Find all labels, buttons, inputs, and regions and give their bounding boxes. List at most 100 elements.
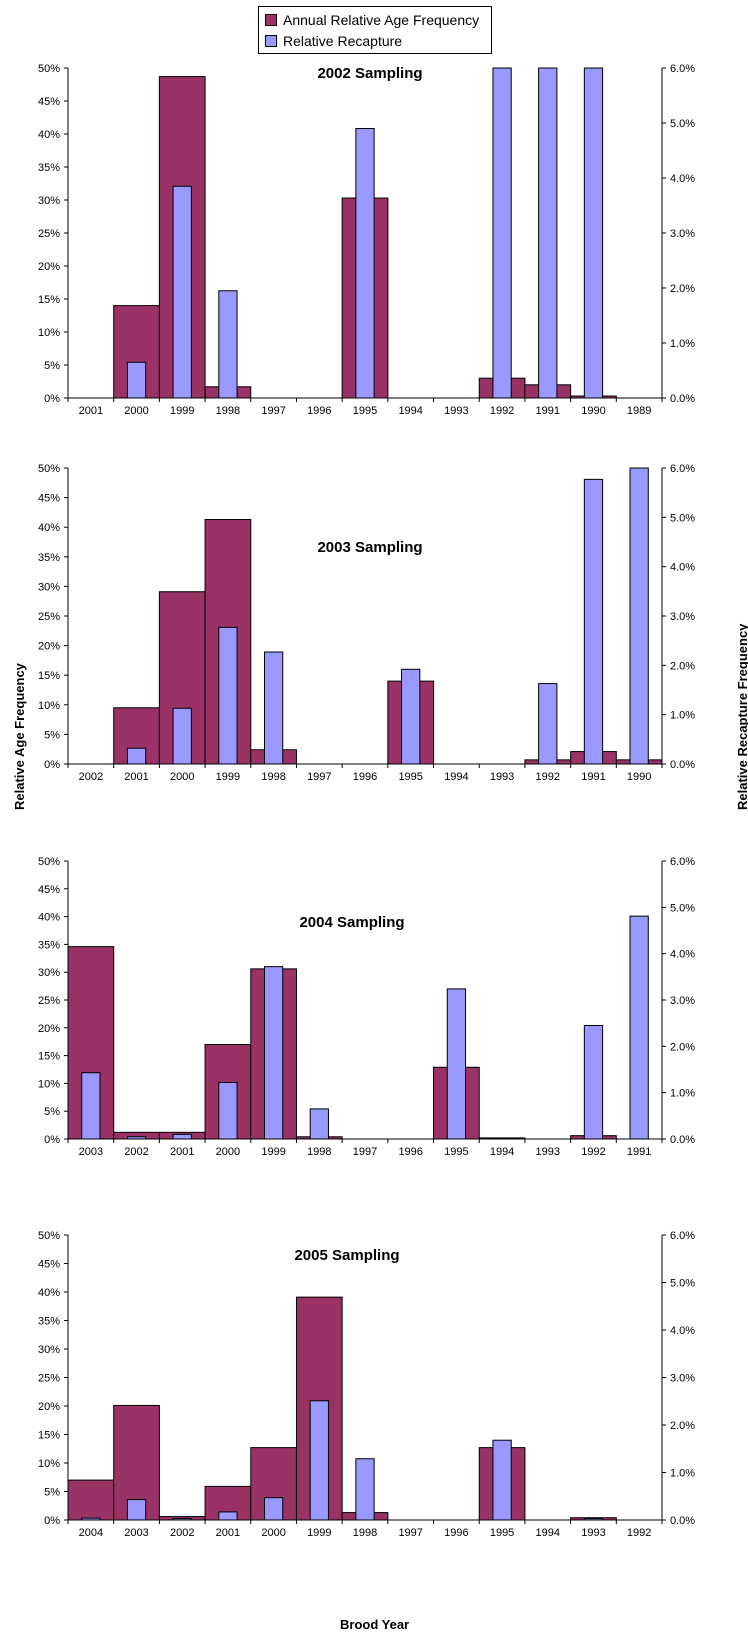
chart-4: 0% 5% 10% 15% 20% 25% 30% 35% 40% 45% 50% 0.0% 1.0% 2… bbox=[38, 1230, 695, 1539]
chart-1: 0% 5% 10% 15% 20% 25% 30% 35% 40% 45% 50% 0.0% 1.0% 2… bbox=[38, 63, 695, 417]
x-tick-label: 1994 bbox=[536, 1527, 560, 1539]
legend-swatch-recapture bbox=[265, 35, 277, 47]
x-axis-title: Brood Year bbox=[340, 1617, 410, 1632]
recapture-bar bbox=[263, 651, 284, 765]
right-tick-label: 5.0% bbox=[670, 1278, 695, 1290]
right-tick-label: 5.0% bbox=[670, 902, 695, 914]
left-tick-label: 15% bbox=[38, 294, 60, 306]
left-tick-label: 50% bbox=[38, 463, 60, 475]
right-tick-label: 0.0% bbox=[670, 1134, 695, 1146]
chart-2: 0% 5% 10% 15% 20% 25% 30% 35% 40% 45% 50% 0.0% 1.0% 2… bbox=[38, 463, 695, 783]
left-tick-label: 40% bbox=[38, 129, 60, 141]
x-tick-label: 1997 bbox=[353, 1146, 377, 1158]
left-tick-label: 25% bbox=[38, 228, 60, 240]
x-tick-label: 1990 bbox=[581, 405, 605, 417]
legend-item-recapture: Relative Recapture bbox=[265, 32, 402, 50]
right-tick-label: 2.0% bbox=[670, 283, 695, 295]
recapture-bar bbox=[492, 1439, 512, 1521]
x-tick-label: 1997 bbox=[261, 405, 285, 417]
x-tick-label: 1999 bbox=[170, 405, 194, 417]
chart-title: 2002 Sampling bbox=[317, 65, 422, 82]
recapture-bar bbox=[218, 290, 238, 399]
x-tick-label: 1999 bbox=[216, 771, 240, 783]
left-tick-label: 10% bbox=[38, 327, 60, 339]
x-tick-label: 1992 bbox=[536, 771, 560, 783]
x-tick-label: 1996 bbox=[307, 405, 331, 417]
right-tick-label: 2.0% bbox=[670, 1420, 695, 1432]
right-tick-label: 6.0% bbox=[670, 856, 695, 868]
right-tick-label: 1.0% bbox=[670, 338, 695, 350]
x-tick-label: 1989 bbox=[627, 405, 651, 417]
right-tick-label: 3.0% bbox=[670, 1373, 695, 1385]
recapture-bar bbox=[172, 1133, 192, 1140]
x-tick-label: 2000 bbox=[124, 405, 148, 417]
right-tick-label: 0.0% bbox=[670, 393, 695, 405]
x-tick-label: 1993 bbox=[490, 771, 514, 783]
x-tick-label: 2001 bbox=[170, 1146, 194, 1158]
legend-label-recapture: Relative Recapture bbox=[283, 33, 403, 49]
recapture-bar bbox=[218, 1081, 238, 1140]
recapture-bar bbox=[172, 185, 192, 399]
left-tick-label: 40% bbox=[38, 522, 60, 534]
x-tick-label: 1994 bbox=[398, 405, 422, 417]
right-tick-label: 3.0% bbox=[670, 228, 695, 240]
left-tick-label: 30% bbox=[38, 581, 60, 593]
recapture-bar bbox=[583, 67, 604, 399]
left-tick-label: 45% bbox=[38, 493, 60, 505]
right-tick-label: 6.0% bbox=[670, 1230, 695, 1242]
recapture-bar bbox=[309, 1108, 329, 1140]
x-tick-label: 1994 bbox=[490, 1146, 514, 1158]
recapture-bar bbox=[538, 683, 558, 765]
left-tick-label: 25% bbox=[38, 1373, 60, 1385]
x-tick-label: 1995 bbox=[353, 405, 377, 417]
right-tick-label: 5.0% bbox=[670, 512, 695, 524]
recapture-bar bbox=[218, 626, 238, 765]
left-tick-label: 50% bbox=[38, 63, 60, 75]
x-tick-label: 1991 bbox=[581, 771, 605, 783]
left-tick-label: 50% bbox=[38, 856, 60, 868]
x-tick-label: 2002 bbox=[124, 1146, 148, 1158]
left-tick-label: 0% bbox=[44, 393, 60, 405]
left-tick-label: 5% bbox=[44, 1487, 60, 1499]
right-tick-label: 6.0% bbox=[670, 463, 695, 475]
left-tick-label: 30% bbox=[38, 195, 60, 207]
x-tick-label: 1996 bbox=[444, 1527, 468, 1539]
right-tick-label: 5.0% bbox=[670, 118, 695, 130]
right-tick-label: 0.0% bbox=[670, 1515, 695, 1527]
recapture-bar bbox=[126, 361, 147, 399]
x-tick-label: 2000 bbox=[261, 1527, 285, 1539]
age-bar bbox=[67, 1479, 115, 1521]
recapture-bar bbox=[81, 1072, 101, 1140]
x-tick-label: 1995 bbox=[490, 1527, 514, 1539]
recapture-bar bbox=[629, 467, 649, 765]
left-tick-label: 25% bbox=[38, 611, 60, 623]
left-tick-label: 45% bbox=[38, 1259, 60, 1271]
recapture-bar bbox=[263, 1497, 284, 1521]
right-tick-label: 6.0% bbox=[670, 63, 695, 75]
right-tick-label: 1.0% bbox=[670, 1088, 695, 1100]
left-tick-label: 5% bbox=[44, 729, 60, 741]
x-tick-label: 2003 bbox=[79, 1146, 103, 1158]
x-tick-label: 2004 bbox=[79, 1527, 103, 1539]
left-tick-label: 45% bbox=[38, 96, 60, 108]
left-tick-label: 35% bbox=[38, 162, 60, 174]
left-tick-label: 20% bbox=[38, 641, 60, 653]
left-tick-label: 15% bbox=[38, 670, 60, 682]
x-tick-label: 1990 bbox=[627, 771, 651, 783]
left-tick-label: 20% bbox=[38, 1023, 60, 1035]
left-tick-label: 15% bbox=[38, 1430, 60, 1442]
x-tick-label: 2003 bbox=[124, 1527, 148, 1539]
left-tick-label: 25% bbox=[38, 995, 60, 1007]
x-tick-label: 1993 bbox=[581, 1527, 605, 1539]
left-tick-label: 30% bbox=[38, 967, 60, 979]
recapture-bar bbox=[126, 1499, 147, 1521]
x-tick-label: 1998 bbox=[261, 771, 285, 783]
recapture-bar bbox=[401, 668, 421, 765]
chart-legend: Annual Relative Age Frequency Relative R… bbox=[258, 6, 492, 54]
right-tick-label: 4.0% bbox=[670, 562, 695, 574]
right-tick-label: 2.0% bbox=[670, 660, 695, 672]
x-tick-label: 1995 bbox=[444, 1146, 468, 1158]
left-tick-label: 20% bbox=[38, 1401, 60, 1413]
x-tick-label: 2001 bbox=[124, 771, 148, 783]
x-tick-label: 1997 bbox=[398, 1527, 422, 1539]
